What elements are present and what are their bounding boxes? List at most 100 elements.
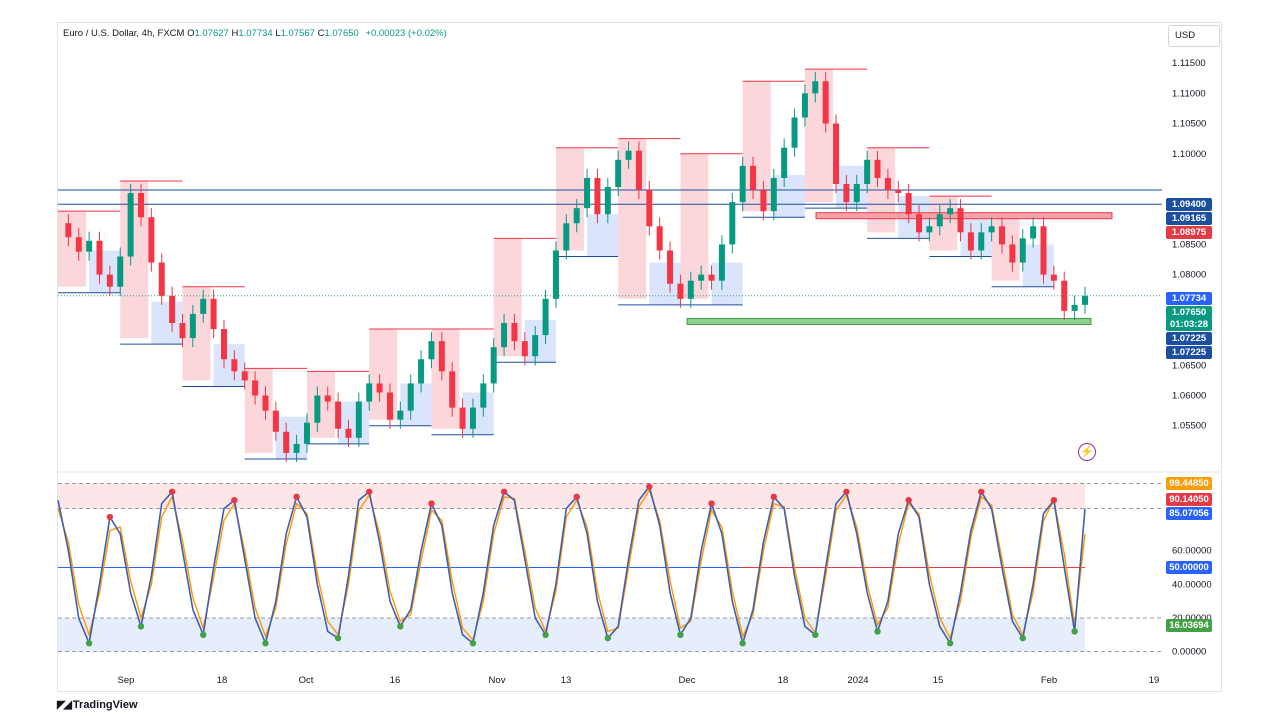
red-level-box: [815, 212, 1113, 220]
osc-peak-dot: [843, 488, 850, 495]
price-tag: 1.09400: [1166, 198, 1212, 211]
candle-body: [967, 232, 974, 251]
change-value: +0.00023 (+0.02%): [365, 28, 447, 39]
candle-body: [978, 232, 985, 251]
support-zone: [524, 319, 556, 363]
osc-peak-dot: [366, 488, 373, 495]
candle-body: [718, 244, 725, 281]
candle-body: [303, 422, 310, 444]
osc-peak-dot: [905, 496, 912, 504]
candle-body: [750, 165, 757, 191]
candle-body: [739, 165, 746, 203]
candle-body: [459, 407, 466, 429]
candle-body: [272, 410, 279, 432]
price-axis-tick: 1.10500: [1172, 119, 1206, 130]
support-zone: [275, 416, 307, 459]
osc-trough-dot: [946, 640, 954, 647]
osc-trough-dot: [262, 640, 269, 647]
candle-body: [656, 226, 663, 251]
candle-body: [189, 313, 196, 339]
lightning-icon[interactable]: ⚡: [1078, 443, 1096, 461]
candle-body: [999, 226, 1006, 245]
currency-selector[interactable]: USD: [1168, 25, 1220, 47]
support-zone: [89, 250, 121, 293]
candle-body: [96, 240, 103, 275]
candle-body: [1030, 226, 1037, 239]
candle-body: [677, 283, 684, 299]
candle-body: [1019, 238, 1026, 263]
candle-body: [791, 117, 798, 148]
candle-body: [366, 383, 373, 402]
support-zone: [836, 165, 868, 209]
osc-value-tag: 90.14050: [1166, 493, 1212, 506]
candle-body: [480, 383, 487, 408]
support-zone: [960, 214, 992, 257]
symbol-header: Euro / U.S. Dollar, 4h, FXCM O1.07627 H1…: [63, 28, 447, 39]
resistance-zone: [244, 368, 273, 453]
candle-body: [708, 274, 715, 281]
candle-body: [293, 443, 300, 453]
candle-body: [200, 298, 207, 314]
resistance-zone: [618, 138, 647, 299]
low-value: 1.07567: [280, 28, 315, 39]
candle-body: [490, 347, 497, 384]
resistance-zone: [306, 371, 335, 438]
candle-body: [646, 190, 653, 227]
price-tag: 1.07225: [1166, 346, 1212, 359]
candle-body: [884, 177, 891, 191]
time-axis-tick: 19: [1149, 675, 1160, 686]
price-tag: 1.07225: [1166, 332, 1212, 345]
candle-body: [117, 256, 124, 287]
high-value: 1.07734: [238, 28, 273, 39]
price-tag: 1.09165: [1166, 212, 1212, 225]
chart-frame: [57, 22, 1222, 692]
osc-peak-dot: [573, 493, 580, 501]
resistance-zone: [431, 329, 460, 429]
tradingview-brand[interactable]: ◤◢ TradingView: [57, 698, 138, 711]
candle-body: [283, 431, 290, 453]
candle-body: [127, 193, 134, 257]
candle-body: [853, 183, 860, 203]
green-level-box: [686, 317, 1092, 325]
candle-body: [698, 274, 705, 281]
candle-body: [573, 208, 580, 224]
support-zone: [1022, 244, 1054, 287]
osc-peak-dot: [168, 488, 176, 495]
candle-body: [615, 159, 622, 188]
candle-body: [552, 250, 559, 299]
candle-body: [584, 177, 591, 209]
candle-body: [449, 371, 456, 408]
support-zone: [213, 344, 245, 387]
candle-body: [262, 395, 269, 411]
support-zone: [587, 214, 619, 257]
candle-body: [770, 177, 777, 212]
osc-peak-dot: [770, 493, 777, 501]
candle-body: [397, 410, 404, 420]
candle-body: [438, 341, 445, 372]
osc-value-tag: 99.44850: [1166, 477, 1212, 490]
low-label: L: [275, 28, 281, 39]
osc-peak-dot: [500, 488, 508, 495]
candle-body: [957, 208, 964, 233]
candle-body: [843, 183, 850, 203]
candle-body: [635, 150, 642, 191]
candle-body: [801, 93, 808, 118]
support-zone: [462, 392, 494, 435]
osc-peak-dot: [1050, 496, 1058, 504]
resistance-zone: [369, 329, 398, 420]
candle-body: [1061, 280, 1068, 311]
candle-body: [625, 150, 632, 160]
osc-trough-dot: [874, 628, 881, 635]
time-axis-tick: Nov: [489, 675, 506, 686]
osc-trough-dot: [1019, 634, 1026, 642]
symbol-title: Euro / U.S. Dollar, 4h, FXCM: [63, 28, 185, 39]
close-value: 1.07650: [324, 28, 359, 39]
osc-d-line: [57, 488, 1086, 642]
osc-trough-dot: [397, 623, 404, 630]
osc-trough-dot: [85, 640, 93, 647]
osc-trough-dot: [137, 623, 145, 630]
time-axis-tick: 18: [778, 675, 789, 686]
resistance-zone: [493, 238, 522, 357]
candle-body: [936, 214, 943, 227]
